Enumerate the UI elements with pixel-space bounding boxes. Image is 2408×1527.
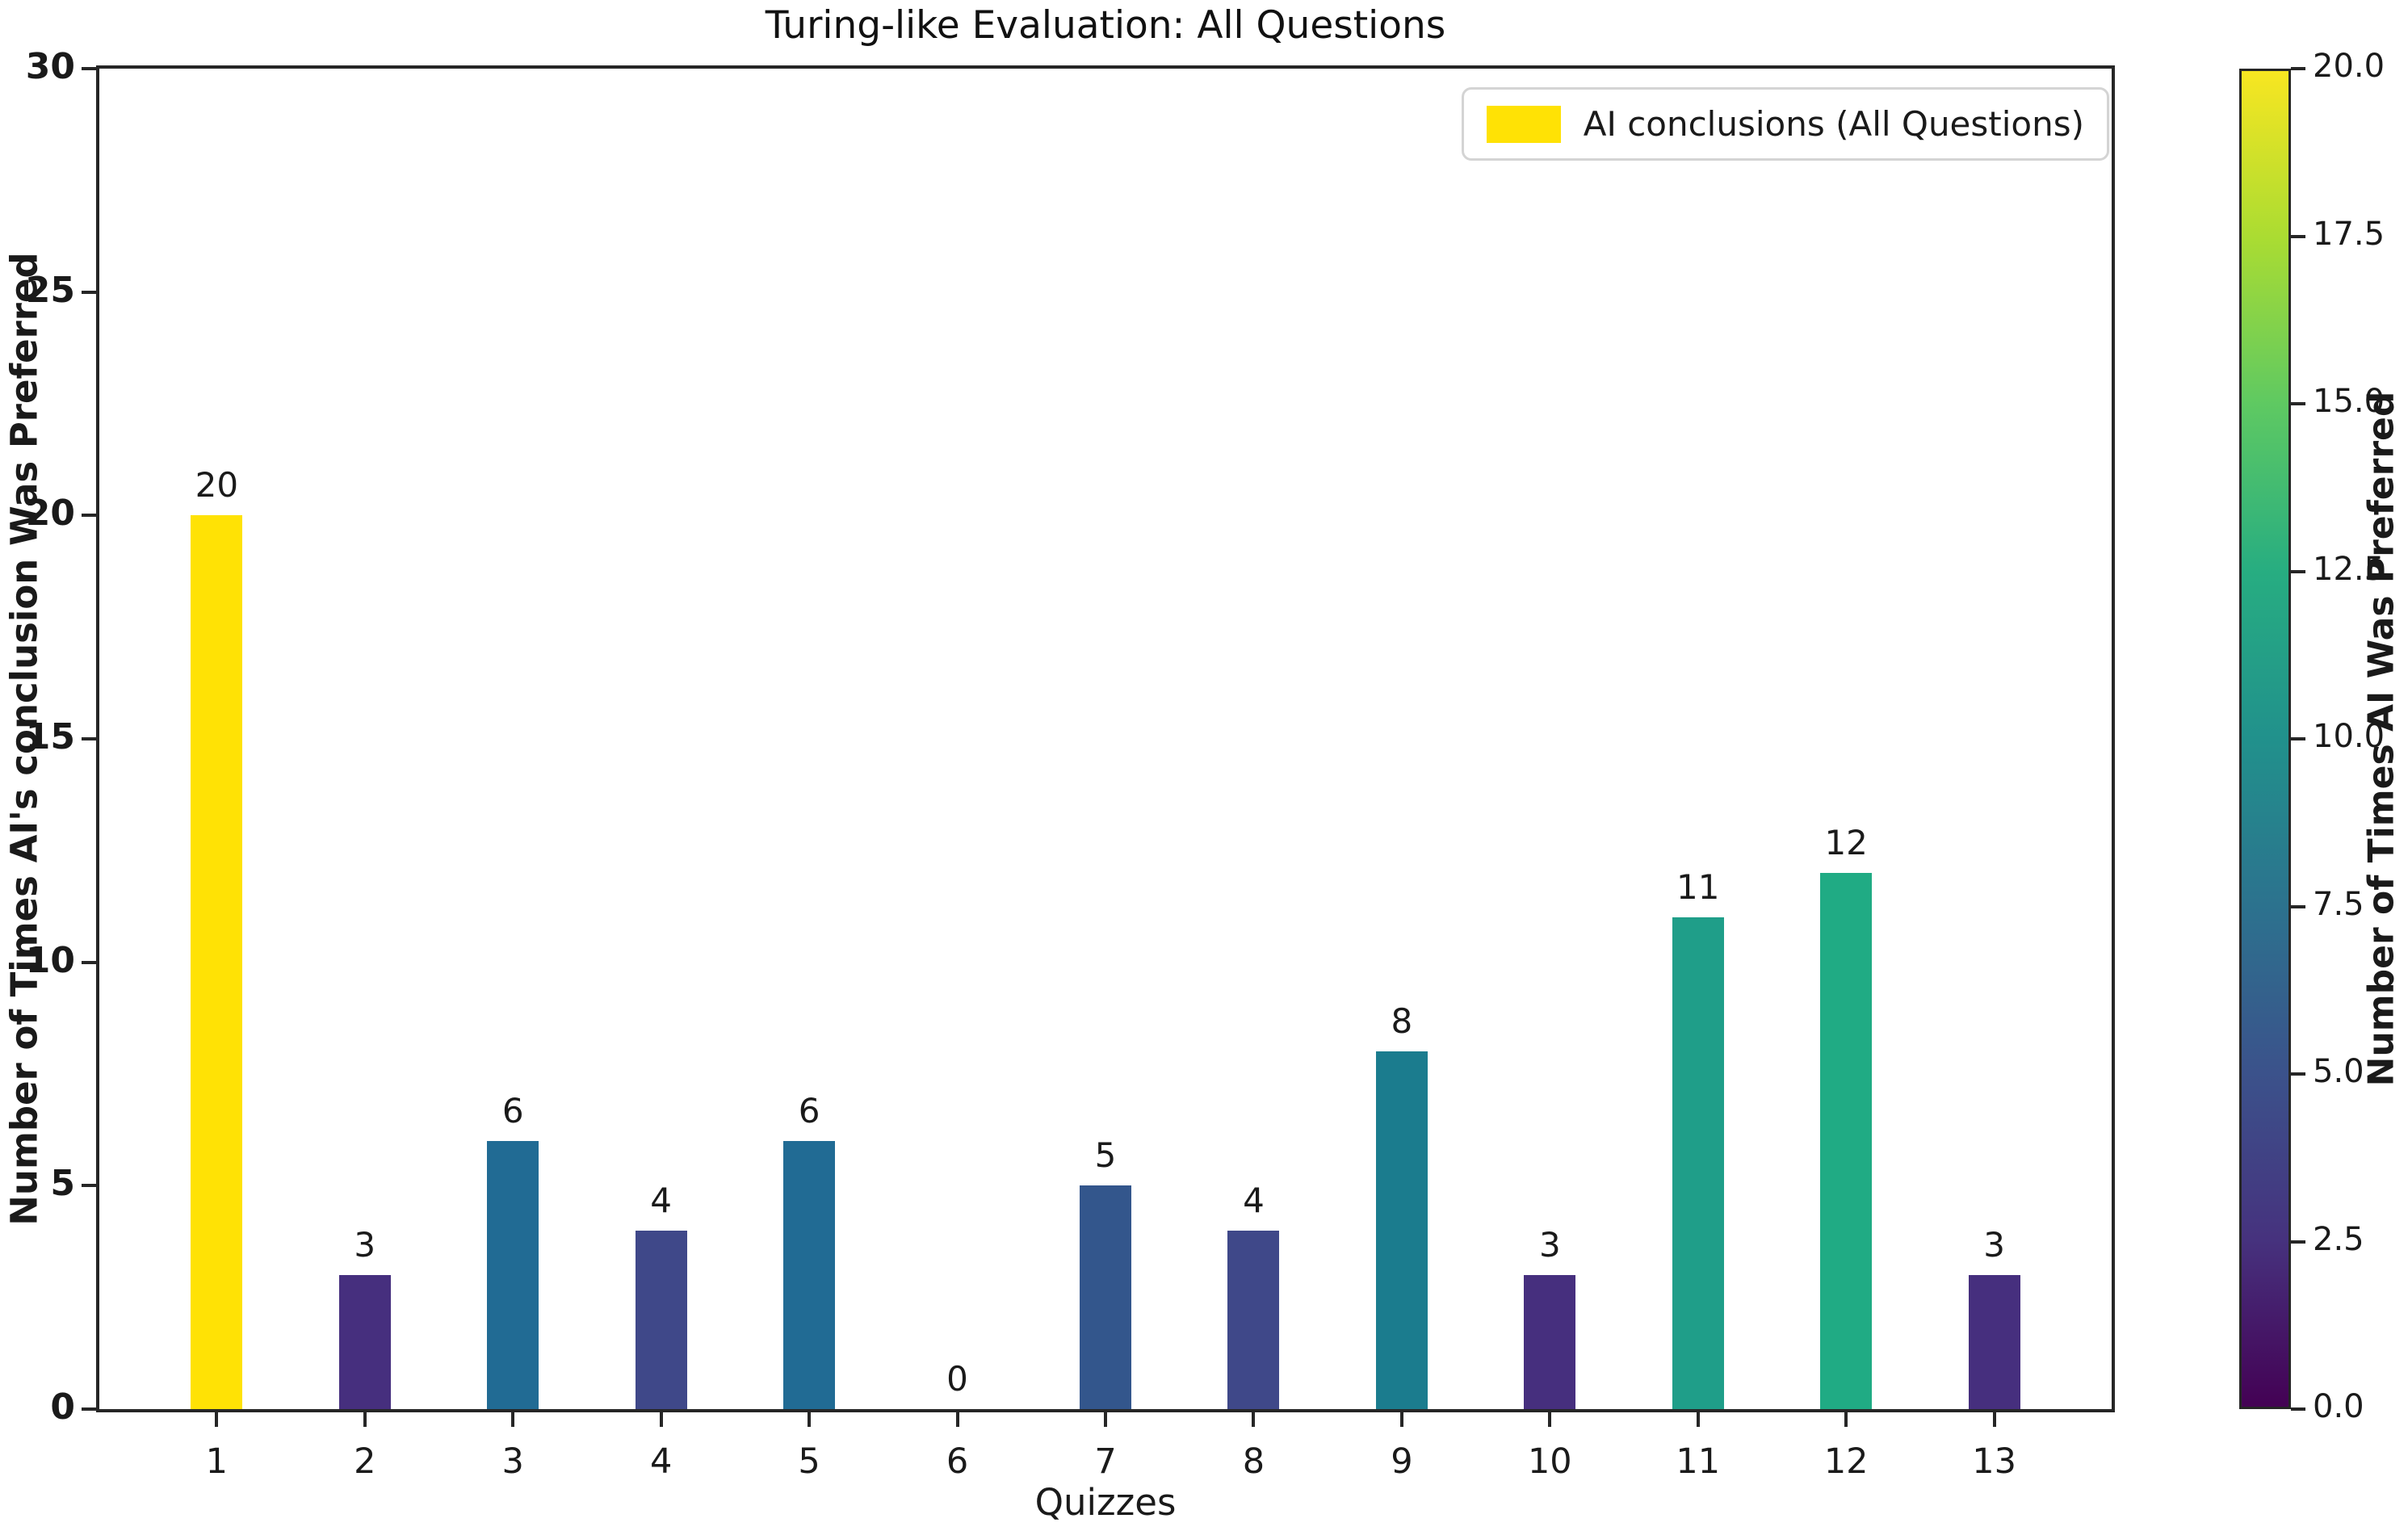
y-tick-mark: [82, 737, 96, 740]
x-tick-label: 8: [1242, 1441, 1265, 1482]
top-spine: [98, 65, 2113, 69]
y-tick-label: 0: [50, 1386, 75, 1428]
y-tick-mark: [82, 960, 96, 964]
y-tick-mark: [82, 1407, 96, 1411]
x-tick-label: 4: [649, 1441, 673, 1482]
bar-quiz-12: [1820, 873, 1873, 1409]
bar-quiz-4: [635, 1230, 687, 1409]
colorbar-tick-label: 20.0: [2313, 48, 2385, 85]
bar-value-label: 3: [354, 1225, 376, 1265]
bar-quiz-8: [1227, 1230, 1280, 1409]
colorbar-tick-mark: [2291, 1407, 2305, 1411]
bar-quiz-3: [487, 1141, 539, 1409]
colorbar-tick-mark: [2291, 904, 2305, 908]
bar-quiz-13: [1968, 1275, 2020, 1409]
colorbar-tick-label: 2.5: [2313, 1220, 2364, 1258]
x-tick-label: 11: [1676, 1441, 1721, 1482]
x-tick-label: 1: [205, 1441, 229, 1482]
bar-quiz-10: [1524, 1275, 1576, 1409]
colorbar-tick-label: 0.0: [2313, 1388, 2364, 1425]
bar-quiz-11: [1672, 917, 1724, 1409]
chart-title: Turing-like Evaluation: All Questions: [765, 3, 1446, 48]
legend-swatch-icon: [1486, 105, 1561, 143]
bar-value-label: 6: [798, 1091, 820, 1131]
y-axis-label: Number of Times AI's conclusion Was Pref…: [2, 252, 46, 1226]
y-tick-label: 20: [25, 493, 75, 535]
x-tick-label: 5: [798, 1441, 820, 1482]
bar-value-label: 6: [501, 1091, 524, 1131]
legend: AI conclusions (All Questions): [1461, 87, 2109, 161]
bar-quiz-9: [1375, 1051, 1428, 1409]
y-tick-mark: [82, 514, 96, 518]
x-tick-mark: [1696, 1412, 1700, 1427]
x-tick-mark: [1252, 1412, 1256, 1427]
y-tick-mark: [82, 1184, 96, 1188]
x-tick-mark: [511, 1412, 515, 1427]
colorbar: [2239, 69, 2291, 1409]
bar-value-label: 4: [1243, 1180, 1265, 1220]
colorbar-tick-mark: [2291, 1240, 2305, 1244]
plot-area: 20 1 3 2 6 3 4 4 6 5 0 6 5 7 4 8 8 9 3 10 11 11 12 12 3 13 0 5 10 15 2…: [26, 46, 2115, 1482]
x-tick-label: 3: [501, 1441, 524, 1482]
x-tick-mark: [808, 1412, 812, 1427]
bar-quiz-7: [1080, 1185, 1131, 1409]
x-axis-line: [98, 1409, 2113, 1412]
colorbar-tick-label: 12.5: [2313, 550, 2385, 588]
x-tick-mark: [1548, 1412, 1552, 1427]
x-tick-label: 6: [946, 1441, 969, 1482]
x-tick-label: 7: [1094, 1441, 1117, 1482]
x-tick-label: 13: [1972, 1441, 2016, 1482]
y-tick-label: 25: [25, 269, 75, 311]
bar-value-label: 4: [650, 1180, 673, 1220]
colorbar-tick-label: 5.0: [2313, 1053, 2364, 1090]
y-tick-label: 30: [25, 46, 75, 87]
y-tick-mark: [82, 290, 96, 294]
colorbar-tick-mark: [2291, 569, 2305, 573]
x-tick-mark: [1399, 1412, 1403, 1427]
x-tick-mark: [659, 1412, 663, 1427]
x-tick-mark: [215, 1412, 219, 1427]
y-tick-mark: [82, 67, 96, 70]
right-spine: [2112, 65, 2115, 1412]
y-tick-label: 10: [25, 939, 75, 981]
x-tick-mark: [1844, 1412, 1848, 1427]
x-axis-label: Quizzes: [1034, 1481, 1177, 1524]
y-tick-label: 5: [50, 1163, 75, 1205]
bar-quiz-5: [783, 1141, 836, 1409]
x-tick-mark: [1104, 1412, 1107, 1427]
bar-value-label: 8: [1391, 1001, 1413, 1042]
colorbar-tick-mark: [2291, 402, 2305, 405]
x-tick-mark: [955, 1412, 959, 1427]
x-tick-label: 12: [1823, 1441, 1869, 1482]
colorbar-tick-mark: [2291, 737, 2305, 740]
x-tick-label: 10: [1527, 1441, 1572, 1482]
bar-quiz-2: [338, 1275, 391, 1409]
bar-value-label: 12: [1824, 823, 1868, 862]
colorbar-tick-mark: [2291, 234, 2305, 238]
bar-value-label: 0: [946, 1359, 968, 1399]
colorbar-tick-label: 15.0: [2313, 383, 2385, 420]
bar-value-label: 20: [195, 465, 239, 506]
x-tick-mark: [1992, 1412, 1996, 1427]
colorbar-tick-label: 17.5: [2313, 215, 2385, 253]
colorbar-tick-mark: [2291, 1072, 2305, 1076]
bar-quiz-1: [191, 515, 243, 1409]
y-tick-label: 15: [25, 716, 75, 757]
bar-value-label: 5: [1094, 1135, 1117, 1176]
x-tick-label: 9: [1391, 1441, 1413, 1482]
bar-value-label: 11: [1676, 867, 1720, 908]
colorbar-tick-mark: [2291, 67, 2305, 70]
x-tick-mark: [363, 1412, 367, 1427]
legend-label: AI conclusions (All Questions): [1583, 104, 2084, 144]
y-axis-line: [96, 65, 99, 1412]
bar-value-label: 3: [1538, 1225, 1561, 1265]
colorbar-tick-label: 7.5: [2313, 885, 2364, 923]
bar-value-label: 3: [1983, 1225, 2005, 1265]
colorbar-tick-label: 10.0: [2313, 718, 2385, 755]
x-tick-label: 2: [354, 1441, 376, 1482]
